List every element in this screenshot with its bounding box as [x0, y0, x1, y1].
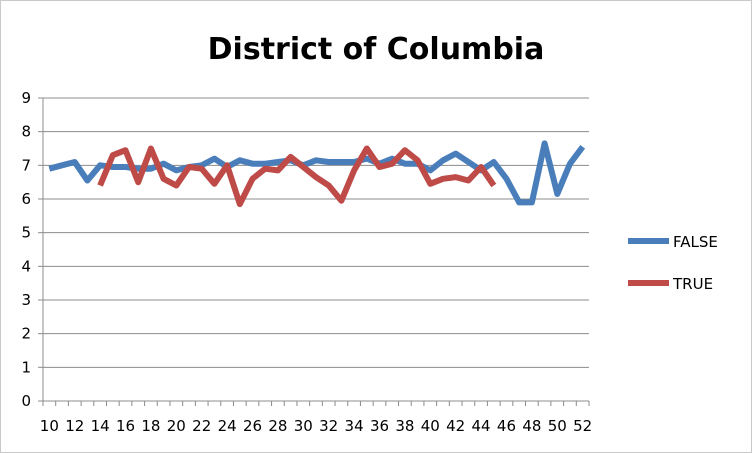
- x-tick-label: 30: [294, 417, 313, 435]
- x-tick-label: 44: [472, 417, 491, 435]
- x-tick-label: 48: [522, 417, 541, 435]
- x-tick-label: 32: [319, 417, 338, 435]
- x-tick-label: 20: [167, 417, 186, 435]
- x-tick-label: 14: [91, 417, 110, 435]
- y-tick-label: 1: [21, 358, 31, 376]
- y-tick-label: 2: [21, 325, 31, 343]
- x-tick-label: 12: [65, 417, 84, 435]
- x-tick-label: 42: [446, 417, 465, 435]
- y-tick-label: 8: [21, 123, 31, 141]
- y-tick-label: 4: [21, 257, 31, 275]
- y-tick-label: 0: [21, 392, 31, 410]
- legend-label: TRUE: [672, 275, 713, 293]
- x-tick-label: 22: [192, 417, 211, 435]
- x-tick-label: 10: [40, 417, 59, 435]
- y-tick-label: 6: [21, 190, 31, 208]
- chart-title: District of Columbia: [208, 32, 545, 67]
- x-tick-label: 16: [116, 417, 135, 435]
- series-line-false: [48, 140, 586, 206]
- x-tick-label: 46: [497, 417, 516, 435]
- y-tick-label: 3: [21, 291, 31, 309]
- axes: [38, 97, 590, 406]
- x-tick-label: 40: [421, 417, 440, 435]
- y-tick-label: 5: [21, 224, 31, 242]
- x-tick-label: 52: [573, 417, 592, 435]
- y-tick-label: 9: [21, 89, 31, 107]
- x-axis-tick-labels: 10 12 14 16 18 20 22 24 26 28 30 32 34 36 38 40 42 44 46 48…: [40, 417, 592, 435]
- y-tick-label: 7: [21, 156, 31, 174]
- x-tick-label: 34: [345, 417, 364, 435]
- legend-label: FALSE: [673, 233, 718, 251]
- y-axis-tick-labels: 0 1 2 3 4 5 6 7 8 9: [21, 89, 31, 410]
- gridlines: [43, 97, 589, 368]
- x-tick-label: 50: [548, 417, 567, 435]
- x-tick-label: 24: [218, 417, 237, 435]
- x-tick-label: 28: [268, 417, 287, 435]
- legend: FALSE TRUE: [628, 233, 718, 293]
- x-tick-label: 26: [243, 417, 262, 435]
- series-lines: [48, 140, 586, 208]
- series-line-true: [97, 145, 497, 208]
- x-tick-label: 18: [141, 417, 160, 435]
- x-tick-label: 38: [395, 417, 414, 435]
- x-tick-label: 36: [370, 417, 389, 435]
